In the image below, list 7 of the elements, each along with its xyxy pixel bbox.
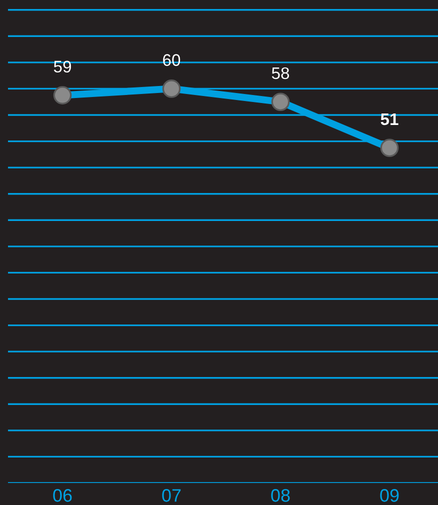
x-tick-label: 08 [271, 489, 290, 502]
x-tick-label: 06 [53, 489, 72, 502]
x-tick-label: 07 [162, 489, 181, 502]
data-label: 59 [54, 60, 71, 73]
data-label: 58 [272, 67, 290, 80]
data-label: 51 [380, 113, 398, 126]
x-tick-label: 09 [380, 489, 399, 502]
